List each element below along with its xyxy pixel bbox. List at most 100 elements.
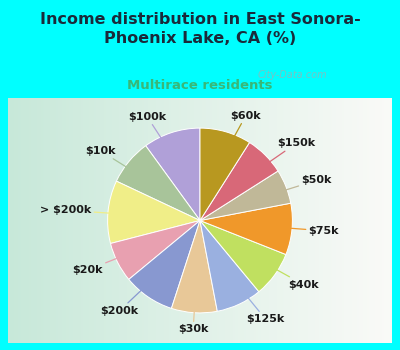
Bar <box>258 98 260 343</box>
Text: $200k: $200k <box>100 260 173 316</box>
Bar <box>127 98 129 343</box>
Bar <box>188 98 190 343</box>
Bar <box>221 98 223 343</box>
Bar <box>290 98 292 343</box>
Bar <box>192 98 194 343</box>
Bar <box>344 98 346 343</box>
Bar <box>37 98 39 343</box>
Bar <box>321 98 323 343</box>
Bar <box>315 98 317 343</box>
Bar <box>342 98 344 343</box>
Bar <box>380 98 382 343</box>
Bar <box>166 98 167 343</box>
Bar <box>281 98 282 343</box>
Bar <box>325 98 327 343</box>
Bar <box>181 98 183 343</box>
Wedge shape <box>200 128 250 220</box>
Bar <box>39 98 41 343</box>
Bar <box>388 98 390 343</box>
Bar <box>173 98 175 343</box>
Bar <box>106 98 108 343</box>
Bar <box>150 98 152 343</box>
Bar <box>62 98 64 343</box>
Bar <box>275 98 277 343</box>
Bar <box>300 98 302 343</box>
Bar <box>18 98 20 343</box>
Wedge shape <box>200 171 291 220</box>
Bar <box>50 98 52 343</box>
Bar <box>223 98 225 343</box>
Bar <box>329 98 330 343</box>
Bar <box>96 98 98 343</box>
Wedge shape <box>172 220 217 313</box>
Wedge shape <box>110 220 200 279</box>
Bar <box>94 98 96 343</box>
Bar <box>338 98 340 343</box>
Bar <box>346 98 348 343</box>
Bar <box>154 98 156 343</box>
Bar <box>231 98 233 343</box>
Bar <box>384 98 386 343</box>
Bar <box>129 98 131 343</box>
Bar <box>133 98 135 343</box>
Bar <box>198 98 200 343</box>
Text: $50k: $50k <box>245 175 332 203</box>
Bar <box>279 98 281 343</box>
Bar <box>302 98 304 343</box>
Bar <box>64 98 66 343</box>
Bar <box>58 98 60 343</box>
Bar <box>190 98 192 343</box>
Bar <box>81 98 83 343</box>
Text: Income distribution in East Sonora-
Phoenix Lake, CA (%): Income distribution in East Sonora- Phoe… <box>40 12 360 46</box>
Bar <box>373 98 375 343</box>
Bar <box>352 98 354 343</box>
Wedge shape <box>116 146 200 220</box>
Bar <box>367 98 369 343</box>
Bar <box>160 98 162 343</box>
Bar <box>162 98 164 343</box>
Bar <box>185 98 186 343</box>
Bar <box>102 98 104 343</box>
Bar <box>164 98 166 343</box>
Bar <box>152 98 154 343</box>
Text: $100k: $100k <box>128 112 185 175</box>
Bar <box>31 98 33 343</box>
Bar <box>240 98 242 343</box>
Bar <box>121 98 123 343</box>
Bar <box>87 98 89 343</box>
Bar <box>248 98 250 343</box>
Bar <box>313 98 315 343</box>
Bar <box>214 98 215 343</box>
Bar <box>317 98 319 343</box>
Wedge shape <box>108 181 200 244</box>
Bar <box>298 98 300 343</box>
Bar <box>294 98 296 343</box>
Bar <box>177 98 179 343</box>
Bar <box>208 98 210 343</box>
Bar <box>227 98 229 343</box>
Bar <box>236 98 238 343</box>
Bar <box>282 98 284 343</box>
Bar <box>215 98 217 343</box>
Bar <box>308 98 310 343</box>
Bar <box>332 98 334 343</box>
Bar <box>33 98 35 343</box>
Bar <box>212 98 214 343</box>
Bar <box>354 98 356 343</box>
Bar <box>277 98 279 343</box>
Bar <box>77 98 79 343</box>
Wedge shape <box>200 220 286 292</box>
Bar <box>254 98 256 343</box>
Bar <box>25 98 27 343</box>
Bar <box>70 98 71 343</box>
Bar <box>336 98 338 343</box>
Bar <box>100 98 102 343</box>
Bar <box>271 98 273 343</box>
Wedge shape <box>200 203 292 254</box>
Bar <box>20 98 22 343</box>
Bar <box>378 98 380 343</box>
Bar <box>48 98 50 343</box>
Bar <box>14 98 16 343</box>
Bar <box>42 98 44 343</box>
Bar <box>125 98 127 343</box>
